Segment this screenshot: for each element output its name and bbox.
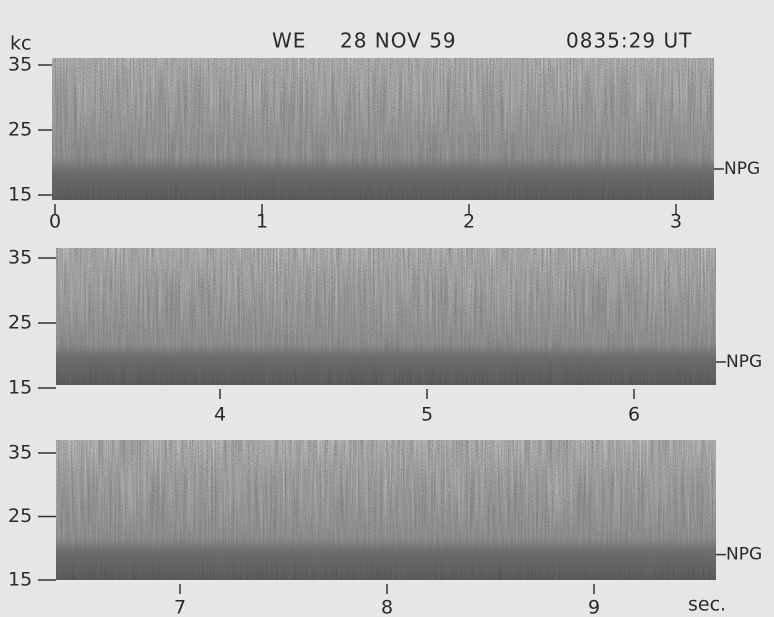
header-time: 0835:29 UT	[566, 29, 692, 53]
y-tick-label: 15	[8, 184, 32, 206]
x-tick-label: 7	[174, 597, 186, 617]
x-tick-label: 6	[628, 404, 640, 426]
figure: kc WE 28 NOV 59 0835:29 UT sec. 35251501…	[0, 0, 774, 617]
header-date: 28 NOV 59	[340, 29, 457, 53]
x-unit: sec.	[688, 594, 726, 616]
spectrogram	[56, 440, 716, 580]
spectrogram	[56, 248, 716, 385]
y-tick-label: 35	[8, 442, 32, 464]
x-tick-label: 1	[256, 211, 268, 233]
y-tick-label: 35	[8, 54, 32, 76]
x-tick-label: 4	[214, 404, 226, 426]
y-unit: kc	[10, 33, 31, 55]
marker-label: NPG	[726, 545, 762, 565]
spectrogram	[52, 58, 714, 200]
y-tick-label: 25	[8, 312, 32, 334]
y-tick-label: 15	[8, 377, 32, 399]
x-tick-label: 9	[588, 597, 600, 617]
y-tick-label: 15	[8, 569, 32, 591]
page: {"header": {"day": "WE", "date": "28 NOV…	[0, 0, 774, 617]
x-tick-label: 0	[49, 211, 61, 233]
x-tick-label: 3	[670, 211, 682, 233]
marker-label: NPG	[724, 159, 760, 179]
x-tick-label: 5	[421, 404, 433, 426]
x-tick-label: 2	[463, 211, 475, 233]
y-tick-label: 25	[8, 119, 32, 141]
y-tick-label: 25	[8, 505, 32, 527]
y-tick-label: 35	[8, 247, 32, 269]
header-day: WE	[272, 29, 306, 53]
x-tick-label: 8	[381, 597, 393, 617]
marker-label: NPG	[726, 352, 762, 372]
